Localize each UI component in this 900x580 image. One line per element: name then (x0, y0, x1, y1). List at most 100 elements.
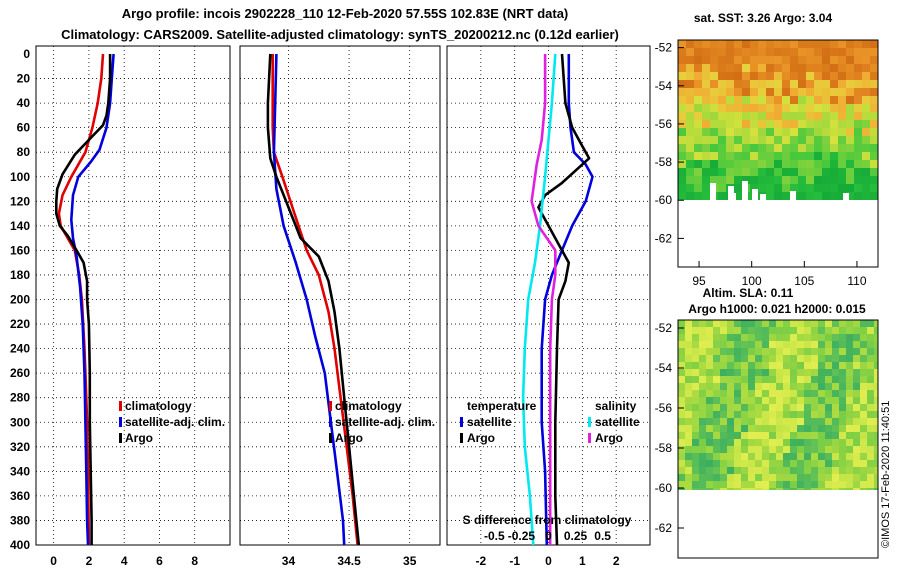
sla-cell (860, 467, 867, 474)
sla-cell (692, 369, 699, 376)
sst-cell (718, 48, 726, 56)
sla-cell (846, 404, 853, 411)
sst-cell (782, 184, 790, 192)
series-line-salinity-argo (530, 54, 557, 545)
sla-cell (685, 355, 692, 362)
sst-cell (710, 112, 718, 120)
legend-label-satellite-adj-2: satellite-adj. clim. (335, 415, 435, 429)
sst-cell (766, 120, 774, 128)
sst-cell (750, 72, 758, 80)
sla-cell (678, 341, 685, 348)
sla-cell (846, 320, 853, 327)
sla-cell (678, 362, 685, 369)
sla-cell (867, 453, 874, 460)
sst-cell (750, 88, 758, 96)
sst-cell (694, 128, 702, 136)
sla-cell (720, 432, 727, 439)
sla-cell (720, 376, 727, 383)
sla-cell (748, 348, 755, 355)
sla-cell (867, 369, 874, 376)
sst-cell (686, 48, 694, 56)
sst-cell (790, 120, 798, 128)
sst-cell (678, 56, 686, 64)
sla-cell (818, 474, 825, 481)
sla-cell (741, 341, 748, 348)
sla-cell (678, 327, 685, 334)
x-tick-label: 1 (579, 554, 586, 568)
sla-cell (853, 460, 860, 467)
sla-cell (804, 327, 811, 334)
sla-cell (755, 397, 762, 404)
difference-xlabel: S difference from climatology (463, 513, 632, 527)
sla-cell (713, 488, 720, 490)
sst-cell (814, 168, 822, 176)
sla-lat-label: -56 (655, 401, 673, 415)
sst-cell (710, 152, 718, 160)
sla-cell (685, 369, 692, 376)
sla-cell (846, 481, 853, 488)
sst-cell (830, 192, 838, 200)
sla-cell (699, 481, 706, 488)
sla-cell (839, 362, 846, 369)
legend-label-climatology-2: climatology (335, 399, 402, 413)
sla-cell (755, 383, 762, 390)
sst-cell (782, 88, 790, 96)
sla-cell (846, 383, 853, 390)
sla-cell (874, 446, 878, 453)
sst-cell (726, 64, 734, 72)
sla-cell (720, 404, 727, 411)
sla-cell (769, 369, 776, 376)
sla-cell (713, 348, 720, 355)
sst-cell (774, 88, 782, 96)
sla-cell (776, 334, 783, 341)
sla-cell (692, 390, 699, 397)
sla-cell (776, 481, 783, 488)
sst-cell (774, 120, 782, 128)
sst-cell (742, 176, 750, 184)
sst-cell (798, 48, 806, 56)
sla-cell (811, 355, 818, 362)
sla-cell (874, 320, 878, 327)
depth-tick-label: 220 (10, 317, 30, 331)
sst-cell (702, 120, 710, 128)
sst-cell (726, 176, 734, 184)
sla-cell (853, 390, 860, 397)
sla-cell (699, 425, 706, 432)
sst-cell (758, 104, 766, 112)
sla-cell (846, 474, 853, 481)
sst-cell (822, 128, 830, 136)
sla-cell (769, 376, 776, 383)
sla-cell (825, 453, 832, 460)
sst-cell (846, 88, 854, 96)
sla-cell (818, 397, 825, 404)
sst-cell (870, 152, 878, 160)
sla-cell (678, 411, 685, 418)
sla-cell (804, 488, 811, 490)
sla-cell (755, 432, 762, 439)
sst-cell (694, 88, 702, 96)
sst-cell (838, 120, 846, 128)
legend-swatch-climatology (119, 401, 122, 411)
sla-cell (783, 446, 790, 453)
sla-cell (769, 418, 776, 425)
sla-cell (692, 425, 699, 432)
sst-cell (678, 128, 686, 136)
sst-cell (790, 112, 798, 120)
sla-cell (727, 348, 734, 355)
sla-cell (720, 460, 727, 467)
sla-cell (797, 446, 804, 453)
sst-cell (726, 144, 734, 152)
sla-cell (776, 474, 783, 481)
sla-cell (755, 481, 762, 488)
sla-cell (720, 348, 727, 355)
depth-tick-label: 120 (10, 194, 30, 208)
sla-cell (741, 425, 748, 432)
sla-cell (874, 390, 878, 397)
sla-cell (706, 425, 713, 432)
sst-cell (806, 48, 814, 56)
sla-cell (762, 383, 769, 390)
sla-cell (860, 474, 867, 481)
sla-cell (727, 446, 734, 453)
sla-cell (860, 481, 867, 488)
sst-cell (814, 40, 822, 48)
